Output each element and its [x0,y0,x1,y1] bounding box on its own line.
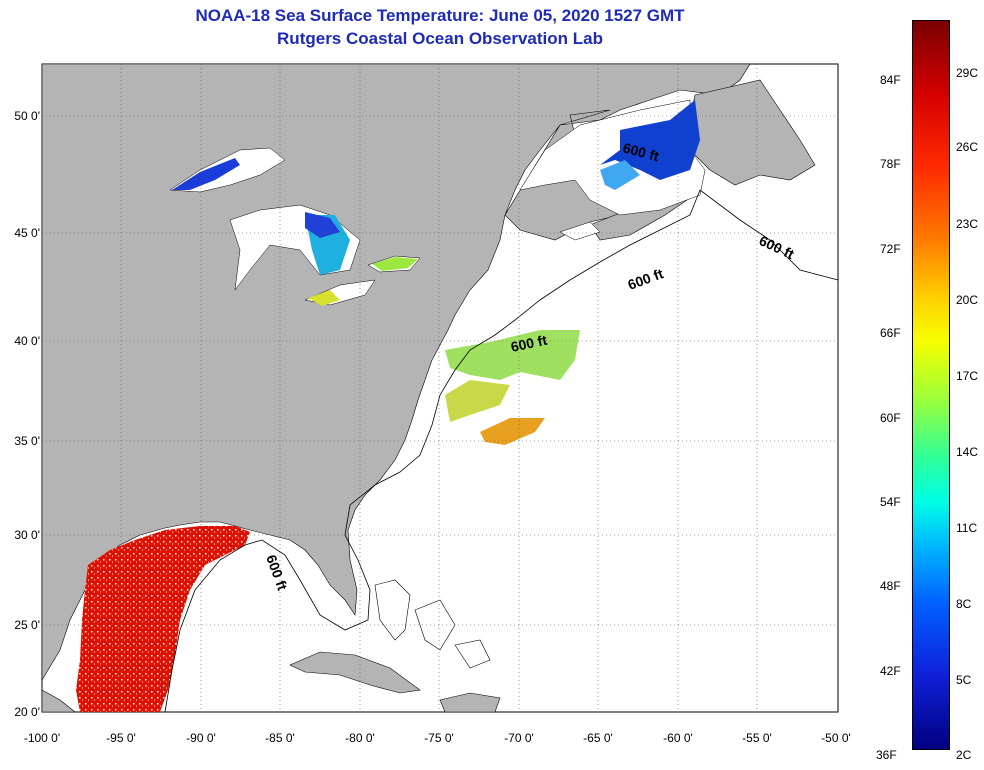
lon-tick: -60 0' [663,731,693,745]
lat-tick: 50 0' [14,109,40,123]
colorbar-label-f: 42F [880,664,901,678]
colorbar-label-c: 5C [956,673,972,687]
colorbar-label-f: 60F [880,411,901,425]
colorbar-label-f: 48F [880,579,901,593]
lon-tick: -65 0' [583,731,613,745]
cuba-land [289,651,421,694]
lon-tick: -75 0' [424,731,454,745]
colorbar-label-f: 66F [880,326,901,340]
lon-tick: -80 0' [345,731,375,745]
depth-contour-600ft [164,189,839,713]
sst-lake-erie [308,290,340,306]
colorbar-label-c: 14C [956,445,979,459]
sst-gulf-st-lawrence-light [600,160,640,190]
lon-tick: -55 0' [742,731,772,745]
sst-lake-ontario [372,257,418,271]
graticule [42,64,838,712]
map-subtitle: Rutgers Coastal Ocean Observation Lab [277,29,603,48]
lat-tick: 45 0' [14,226,40,240]
lat-tick: 35 0' [14,434,40,448]
lon-tick: -70 0' [504,731,534,745]
map-title: NOAA-18 Sea Surface Temperature: June 05… [195,6,685,25]
lat-tick: 30 0' [14,528,40,542]
colorbar-label-f: 84F [880,73,901,87]
lat-tick: 40 0' [14,334,40,348]
colorbar-label-c: 29C [956,66,979,80]
colorbar-label-c: 23C [956,217,979,231]
lon-tick: -85 0' [265,731,295,745]
colorbar-label-f: 78F [880,157,901,171]
bahamas-islands [374,579,491,669]
colorbar-label-f: 36F [876,748,897,762]
colorbar-label-f: 72F [880,242,901,256]
colorbar-label-c: 17C [956,369,979,383]
hispaniola-land [439,692,501,713]
sst-warm-core-mid [445,380,510,422]
lon-tick: -95 0' [106,731,136,745]
contour-label-mid-atlantic: 600 ft [509,332,548,355]
colorbar-label-c: 2C [956,748,972,762]
lon-tick: -50 0' [821,731,851,745]
lat-tick: 20 0' [14,705,40,719]
colorbar-label-c: 8C [956,597,972,611]
bay-of-fundy [559,221,601,241]
sst-data-layer [76,100,700,712]
longitude-ticks: -100 0' -95 0' -90 0' -85 0' -80 0' -75 … [24,731,851,745]
sst-lake-huron-north [305,212,340,238]
north-america-land [41,63,751,682]
mexico-land [41,689,76,713]
sst-warm-core-south [480,418,545,445]
sst-warm-core-north [445,330,580,380]
colorbar-label-c: 11C [956,521,978,535]
temperature-colorbar [912,20,950,750]
colorbar-label-c: 20C [956,293,979,307]
colorbar-label-f: 54F [880,495,901,509]
colorbar-label-c: 26C [956,140,979,154]
lat-tick: 25 0' [14,618,40,632]
sst-lake-superior [172,158,240,190]
latitude-ticks: 50 0' 45 0' 40 0' 35 0' 30 0' 25 0' 20 0… [14,109,40,719]
lon-tick: -100 0' [24,731,60,745]
lon-tick: -90 0' [186,731,216,745]
sst-gulf-of-mexico [76,526,250,712]
